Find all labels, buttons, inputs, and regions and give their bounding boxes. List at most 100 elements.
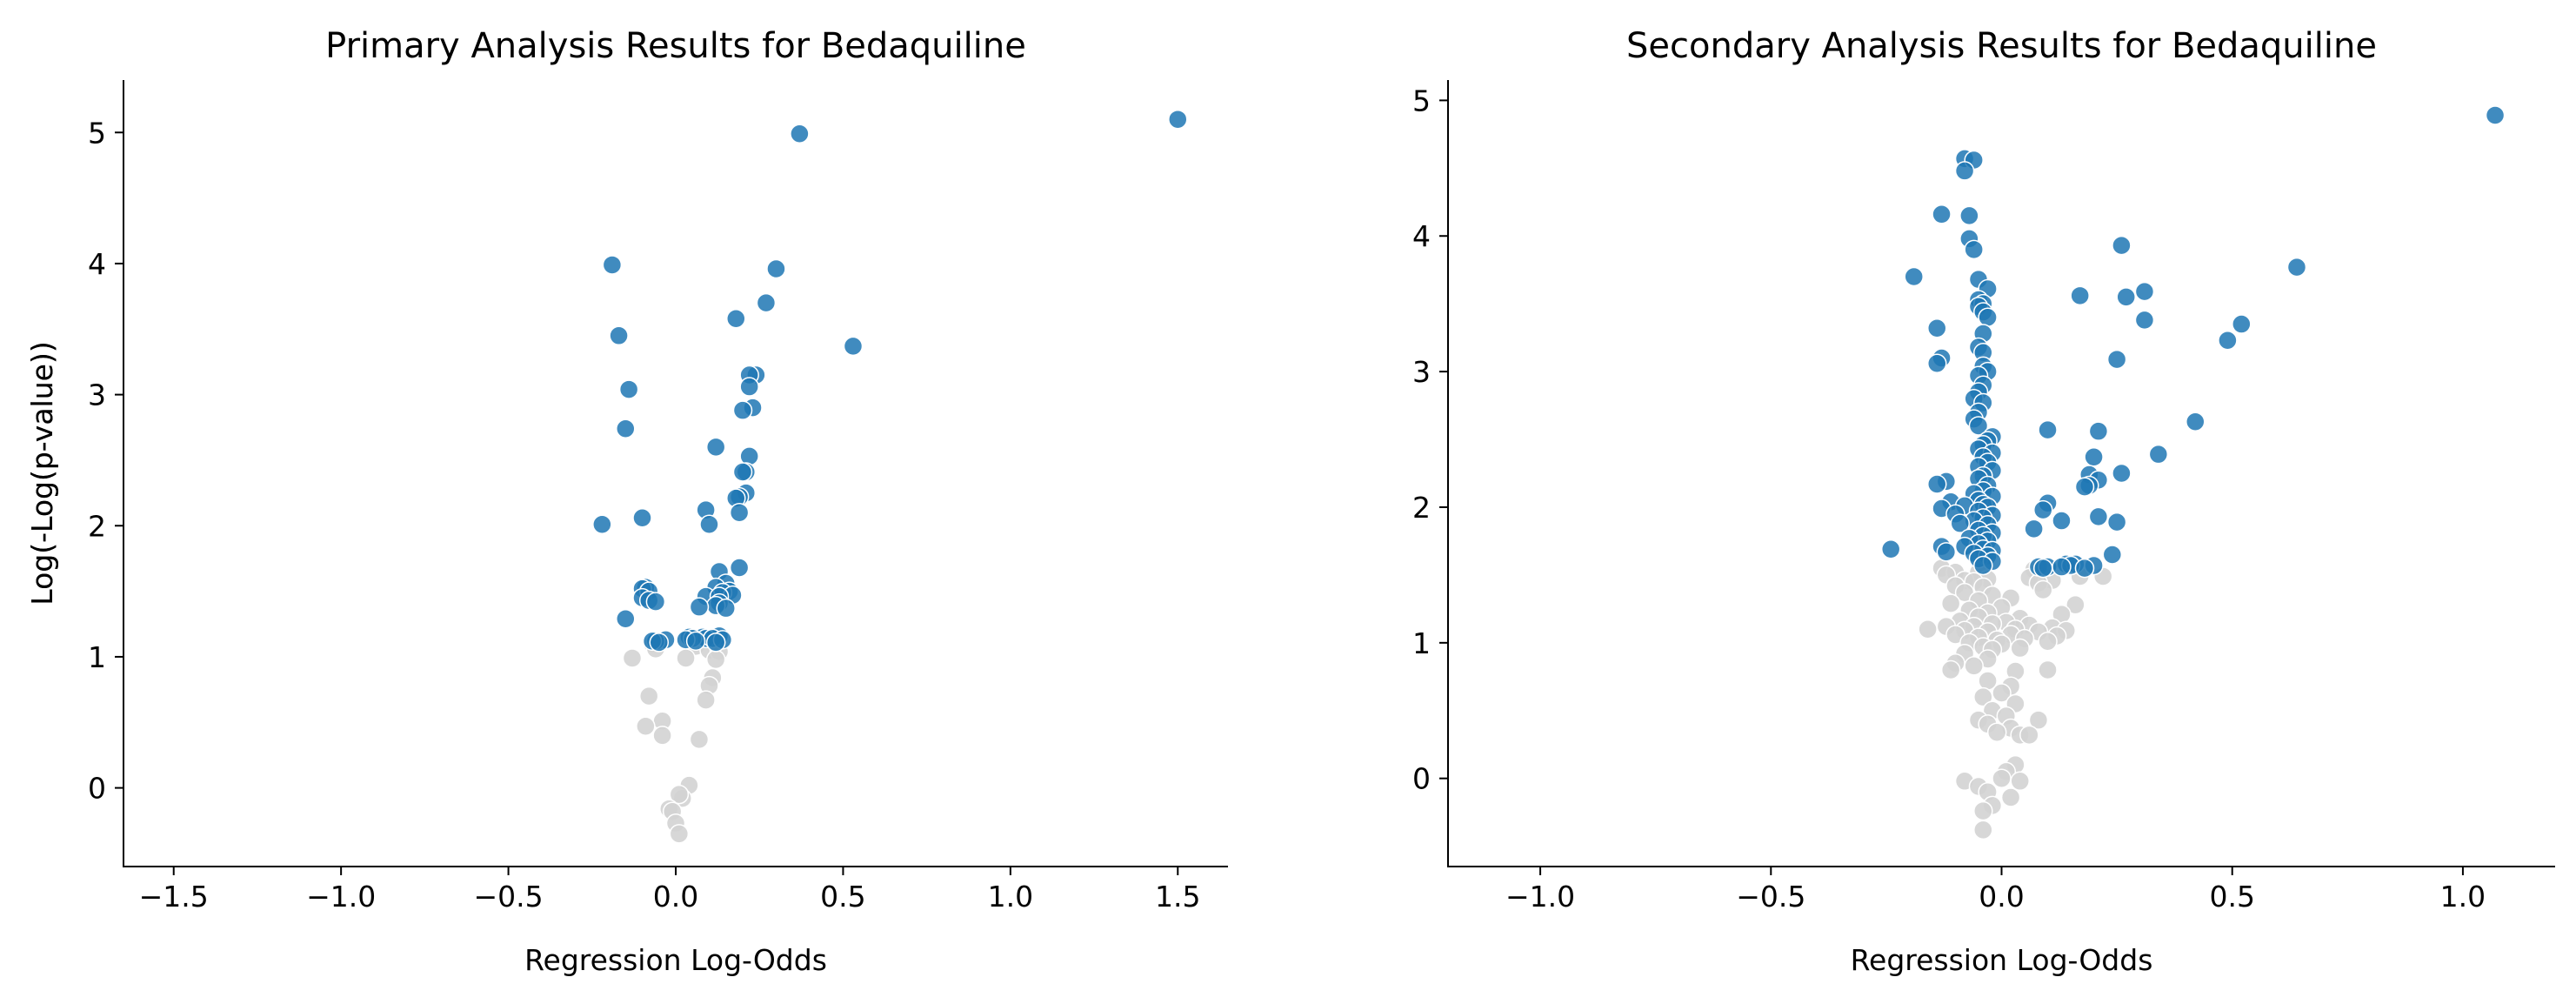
significant-point (2116, 287, 2136, 307)
y-tick-label: 5 (88, 116, 106, 150)
non-significant-point (689, 729, 710, 750)
significant-point (2032, 499, 2053, 520)
significant-point (2218, 331, 2238, 351)
significant-point (732, 400, 753, 420)
secondary-y-ticks: 0 1 2 3 4 5 (1412, 84, 1448, 796)
primary-scatter-points (592, 109, 1188, 844)
x-tick-label: 1.0 (988, 880, 1033, 914)
significant-point (2024, 519, 2044, 539)
y-tick-label: 4 (88, 247, 106, 281)
significant-point (609, 325, 629, 346)
non-significant-point (2000, 787, 2021, 807)
significant-point (645, 592, 666, 612)
significant-point (602, 255, 623, 275)
non-significant-point (638, 686, 659, 706)
significant-point (2070, 285, 2090, 306)
non-significant-point (652, 726, 672, 746)
non-significant-point (2065, 594, 2085, 615)
x-tick-label: 1.0 (2440, 880, 2486, 914)
non-significant-point (636, 716, 656, 737)
significant-point (766, 258, 786, 279)
x-tick-label: −0.5 (474, 880, 544, 914)
non-significant-point (676, 648, 696, 668)
significant-point (2232, 314, 2252, 334)
significant-point (1959, 205, 1979, 226)
significant-point (2032, 558, 2053, 579)
significant-point (2102, 545, 2123, 565)
primary-x-axis-label: Regression Log-Odds (524, 943, 827, 977)
significant-point (649, 633, 670, 653)
significant-point (1926, 318, 1947, 338)
x-tick-label: 0.5 (2209, 880, 2254, 914)
significant-point (1926, 353, 1947, 374)
non-significant-point (2019, 725, 2039, 746)
primary-x-ticks: −1.5 −1.0 −0.5 0.0 0.5 1.0 1.5 (139, 867, 1201, 914)
primary-y-axis-label: Log(-Log(p-value)) (25, 341, 59, 605)
y-tick-label: 2 (1412, 491, 1431, 525)
significant-point (699, 514, 719, 535)
x-tick-label: −1.0 (306, 880, 376, 914)
significant-point (592, 514, 612, 535)
non-significant-point (2038, 659, 2058, 680)
non-significant-point (696, 690, 716, 710)
secondary-analysis-panel: Secondary Analysis Results for Bedaquili… (25, 26, 2555, 977)
significant-point (2148, 444, 2169, 465)
significant-point (2286, 257, 2307, 278)
non-significant-point (2038, 632, 2058, 652)
significant-point (2088, 421, 2109, 441)
significant-point (705, 437, 726, 458)
significant-point (2074, 477, 2095, 497)
y-tick-label: 3 (1412, 355, 1431, 389)
non-significant-point (1940, 593, 1961, 613)
non-significant-point (1940, 659, 1961, 680)
significant-point (1168, 109, 1188, 130)
y-tick-label: 5 (1412, 84, 1431, 117)
significant-point (2074, 558, 2095, 579)
y-tick-label: 1 (88, 640, 106, 674)
significant-point (685, 631, 706, 652)
non-significant-point (2032, 579, 2053, 600)
primary-y-ticks: 0 1 2 3 4 5 (88, 116, 123, 806)
significant-point (1968, 416, 1989, 436)
significant-point (616, 418, 636, 439)
non-significant-point (669, 784, 690, 805)
significant-point (1926, 474, 1947, 494)
non-significant-point (705, 649, 726, 670)
significant-point (705, 633, 726, 653)
significant-point (2186, 412, 2206, 432)
non-significant-point (2028, 710, 2049, 730)
secondary-x-ticks: −1.0 −0.5 0.0 0.5 1.0 (1505, 867, 2486, 914)
significant-point (2106, 349, 2127, 370)
x-tick-label: 1.5 (1155, 880, 1200, 914)
non-significant-point (1973, 686, 1993, 707)
significant-point (1954, 161, 1975, 181)
significant-point (2052, 511, 2072, 531)
significant-point (618, 379, 639, 399)
primary-analysis-panel: Primary Analysis Results for Bedaquiline… (25, 26, 1228, 977)
secondary-scatter-points (1880, 105, 2506, 840)
x-tick-label: 0.0 (1979, 880, 2024, 914)
y-tick-label: 0 (88, 772, 106, 806)
significant-point (790, 124, 810, 144)
significant-point (1950, 513, 1971, 533)
non-significant-point (622, 648, 643, 668)
non-significant-point (1964, 656, 1984, 676)
significant-point (2485, 105, 2506, 125)
significant-point (1973, 555, 1993, 576)
x-tick-label: −1.5 (139, 880, 209, 914)
non-significant-point (1992, 683, 2012, 703)
y-tick-label: 0 (1412, 762, 1431, 796)
x-tick-label: −0.5 (1736, 880, 1805, 914)
significant-point (1978, 307, 1998, 328)
non-significant-point (1973, 820, 1993, 840)
significant-point (2084, 447, 2104, 467)
significant-point (2052, 557, 2072, 577)
non-significant-point (1992, 768, 2012, 788)
significant-point (632, 507, 652, 528)
non-significant-point (2010, 771, 2030, 792)
y-tick-label: 3 (88, 378, 106, 412)
significant-point (1936, 542, 1957, 562)
significant-point (1932, 204, 1952, 224)
significant-point (843, 336, 864, 357)
